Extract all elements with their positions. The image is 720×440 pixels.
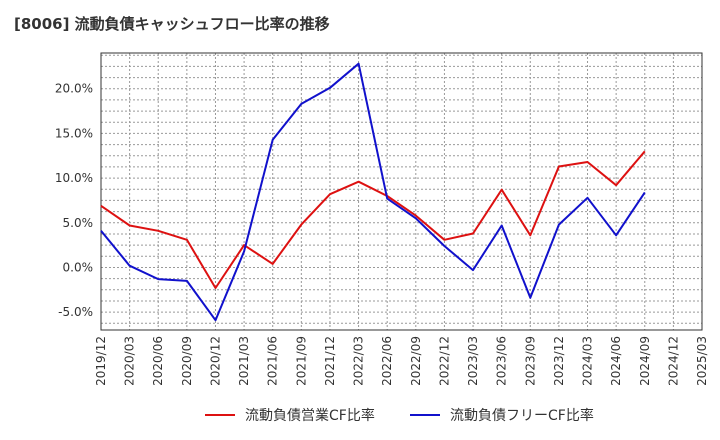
x-tick-label: 2024/06 xyxy=(609,336,623,386)
y-tick-label: 20.0% xyxy=(55,82,93,96)
x-tick-label: 2023/03 xyxy=(466,336,480,386)
x-tick-label: 2019/12 xyxy=(94,336,108,386)
x-tick-label: 2022/09 xyxy=(409,336,423,386)
x-tick-label: 2022/06 xyxy=(380,336,394,386)
x-tick-label: 2023/12 xyxy=(552,336,566,386)
x-tick-label: 2022/03 xyxy=(352,336,366,386)
x-tick-label: 2021/06 xyxy=(266,336,280,386)
y-tick-label: 5.0% xyxy=(63,216,94,230)
x-tick-label: 2025/03 xyxy=(695,336,709,386)
y-tick-label: 15.0% xyxy=(55,126,93,140)
x-tick-label: 2024/09 xyxy=(638,336,652,386)
x-tick-label: 2021/03 xyxy=(237,336,251,386)
x-tick-label: 2023/06 xyxy=(495,336,509,386)
x-tick-label: 2024/03 xyxy=(581,336,595,386)
legend-label: 流動負債フリーCF比率 xyxy=(450,407,594,424)
y-axis-ticks: 20.0% 15.0% 10.0% 5.0% 0.0% -5.0% xyxy=(55,82,93,319)
y-tick-label: -5.0% xyxy=(58,305,93,319)
gridlines xyxy=(101,53,702,330)
x-tick-label: 2020/09 xyxy=(180,336,194,386)
x-tick-label: 2020/03 xyxy=(123,336,137,386)
series-line-1 xyxy=(100,150,646,289)
x-tick-label: 2024/12 xyxy=(666,336,680,386)
x-tick-label: 2020/12 xyxy=(208,336,222,386)
series-lines xyxy=(100,62,646,322)
x-tick-label: 2022/12 xyxy=(437,336,451,386)
y-tick-label: 0.0% xyxy=(63,260,94,274)
x-tick-label: 2020/06 xyxy=(151,336,165,386)
y-tick-label: 10.0% xyxy=(55,171,93,185)
plot-area-frame xyxy=(100,52,703,331)
x-tick-label: 2021/12 xyxy=(323,336,337,386)
legend-label: 流動負債営業CF比率 xyxy=(245,407,375,424)
x-tick-label: 2023/09 xyxy=(523,336,537,386)
legend: 流動負債営業CF比率 流動負債フリーCF比率 xyxy=(205,407,594,424)
x-tick-label: 2021/09 xyxy=(294,336,308,386)
chart-title: [8006] 流動負債キャッシュフロー比率の推移 xyxy=(14,15,330,33)
x-axis-ticks: 2019/12 2020/03 2020/06 2020/09 2020/12 2021/… xyxy=(94,336,709,386)
series-line-2 xyxy=(100,62,646,322)
